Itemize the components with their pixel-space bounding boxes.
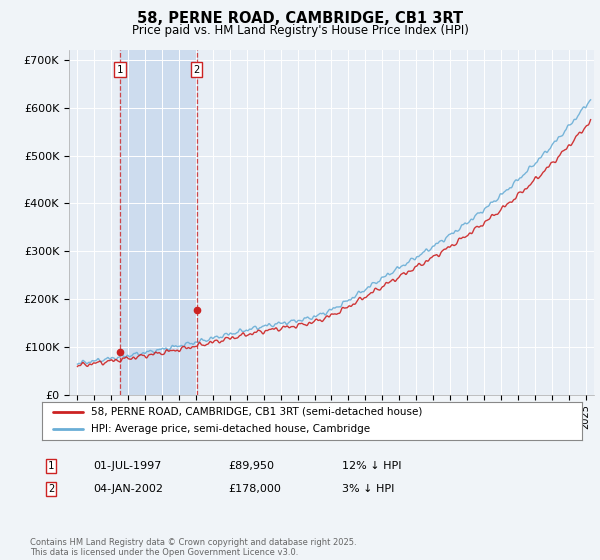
Text: 2: 2 xyxy=(48,484,54,494)
Text: £89,950: £89,950 xyxy=(228,461,274,471)
Text: 12% ↓ HPI: 12% ↓ HPI xyxy=(342,461,401,471)
Text: 58, PERNE ROAD, CAMBRIDGE, CB1 3RT: 58, PERNE ROAD, CAMBRIDGE, CB1 3RT xyxy=(137,11,463,26)
Text: 01-JUL-1997: 01-JUL-1997 xyxy=(93,461,161,471)
Bar xyxy=(120,50,197,395)
Text: 2: 2 xyxy=(194,64,200,74)
Text: 04-JAN-2002: 04-JAN-2002 xyxy=(93,484,163,494)
Text: 3% ↓ HPI: 3% ↓ HPI xyxy=(342,484,394,494)
Text: Price paid vs. HM Land Registry's House Price Index (HPI): Price paid vs. HM Land Registry's House … xyxy=(131,24,469,37)
Text: 1: 1 xyxy=(116,64,123,74)
Text: Contains HM Land Registry data © Crown copyright and database right 2025.
This d: Contains HM Land Registry data © Crown c… xyxy=(30,538,356,557)
Text: 58, PERNE ROAD, CAMBRIDGE, CB1 3RT (semi-detached house): 58, PERNE ROAD, CAMBRIDGE, CB1 3RT (semi… xyxy=(91,407,422,417)
Text: £178,000: £178,000 xyxy=(228,484,281,494)
Text: 1: 1 xyxy=(48,461,54,471)
Text: HPI: Average price, semi-detached house, Cambridge: HPI: Average price, semi-detached house,… xyxy=(91,424,370,435)
